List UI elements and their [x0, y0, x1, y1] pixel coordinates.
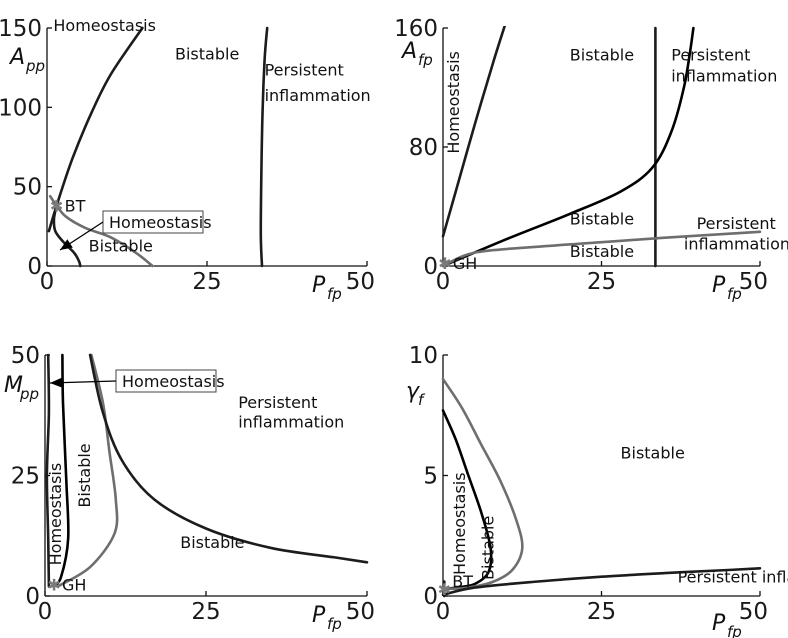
x-tick-label: 25: [587, 599, 616, 625]
bifurcation-label: BT: [452, 572, 473, 591]
bifurcation-marker: ✱: [47, 575, 60, 594]
region-label: Bistable: [570, 209, 634, 228]
x-tick-label: 0: [40, 269, 55, 295]
region-label: inflammation: [238, 412, 344, 431]
panel-top-left: 0 25 50 0 50 100 150 A pp P fp ✱ BT Homeostasis Bistab…: [0, 16, 375, 303]
x-axis-label: P: [312, 273, 326, 298]
region-label: inflammation: [671, 67, 777, 86]
x-tick-label: 50: [739, 599, 768, 625]
region-label: Bistable: [89, 237, 153, 256]
region-label: inflammation: [265, 86, 371, 105]
y-axis-label-subscript: f: [418, 391, 426, 409]
x-axis-label-subscript: fp: [327, 615, 342, 633]
y-tick-label: 5: [423, 464, 438, 490]
bifurcation-label: GH: [453, 254, 477, 273]
y-tick-label: 25: [11, 464, 40, 490]
y-tick-label: 0: [25, 584, 40, 610]
y-axis-label: γ: [406, 379, 420, 404]
callout-arrow-head: [50, 377, 63, 388]
x-axis-label-subscript: fp: [727, 623, 742, 638]
y-tick-label: 0: [423, 254, 438, 280]
series-line: [48, 194, 154, 268]
x-tick-label: 50: [346, 599, 375, 625]
x-axis-label-subscript: fp: [727, 285, 742, 303]
x-tick-label: 50: [739, 269, 768, 295]
series-line: [441, 567, 762, 597]
series-line: [441, 26, 507, 238]
series-line: [88, 353, 369, 564]
x-axis-label: P: [712, 611, 726, 636]
x-axis-label-subscript: fp: [327, 285, 342, 303]
x-axis-label: P: [312, 603, 326, 628]
series-line: [441, 26, 695, 268]
y-axis-label: M: [4, 373, 23, 398]
series-line: [441, 230, 762, 268]
x-tick-label: 25: [192, 269, 221, 295]
y-tick-label: 80: [409, 135, 438, 161]
region-label: Persistent: [671, 46, 750, 65]
region-label: Persistent inflammation: [678, 568, 788, 587]
y-axis-label: A: [400, 39, 417, 64]
x-axis-label: P: [712, 273, 726, 298]
region-label: Homeostasis: [444, 51, 463, 154]
region-label: inflammation: [684, 235, 788, 254]
region-label: Homeostasis: [53, 16, 156, 35]
series-line: [441, 409, 493, 591]
series-line: [441, 377, 524, 591]
region-label: Persistent: [238, 393, 317, 412]
region-label: Persistent: [697, 214, 776, 233]
region-label: Bistable: [479, 516, 498, 580]
series-line: [52, 204, 82, 268]
region-label: Persistent: [265, 61, 344, 80]
y-tick-label: 50: [13, 175, 42, 201]
region-label: Bistable: [175, 45, 239, 64]
panel-bottom-right: 0 25 50 0 5 10 γf P fp ✱ BT Bistable Homeostasis Bist…: [406, 343, 788, 638]
y-tick-label: 0: [423, 584, 438, 610]
y-tick-label: 160: [394, 16, 438, 42]
series-line: [56, 353, 119, 588]
y-axis-label-subscript: fp: [418, 51, 433, 69]
y-tick-label: 150: [0, 16, 42, 42]
y-tick-label: 100: [0, 95, 42, 121]
region-label: Bistable: [75, 443, 94, 507]
x-tick-label: 25: [191, 599, 220, 625]
bifurcation-label: BT: [65, 197, 86, 216]
x-tick-label: 0: [436, 269, 451, 295]
callout-arrow-head: [60, 239, 73, 250]
panel-bottom-left: 0 25 50 0 25 50 Mpp P fp ✱ GH Homeostasis Bistable Pe…: [4, 343, 375, 633]
region-label: Bistable: [570, 242, 634, 261]
region-label: Bistable: [180, 533, 244, 552]
y-tick-label: 0: [27, 254, 42, 280]
bifurcation-marker: ✱: [438, 580, 451, 599]
y-axis-label-subscript: pp: [25, 57, 45, 75]
x-tick-label: 50: [346, 269, 375, 295]
x-tick-label: 0: [436, 599, 451, 625]
bifurcation-marker: ✱: [438, 254, 451, 273]
region-label: Homeostasis: [46, 463, 65, 566]
y-axis-label-subscript: pp: [19, 385, 39, 403]
region-label: Bistable: [621, 444, 685, 463]
y-tick-label: 10: [409, 343, 438, 369]
bifurcation-marker: ✱: [50, 197, 63, 216]
callout-label: Homeostasis: [122, 372, 225, 391]
y-axis-label: A: [8, 45, 25, 70]
callout-label: Homeostasis: [109, 213, 212, 232]
region-label: Bistable: [570, 46, 634, 65]
x-tick-label: 0: [38, 599, 53, 625]
series-line: [259, 26, 269, 268]
series-line: [45, 353, 51, 588]
series-line: [52, 353, 70, 588]
region-label: Homeostasis: [450, 472, 469, 575]
bifurcation-label: GH: [62, 575, 86, 594]
y-tick-label: 50: [11, 343, 40, 369]
x-tick-label: 25: [587, 269, 616, 295]
